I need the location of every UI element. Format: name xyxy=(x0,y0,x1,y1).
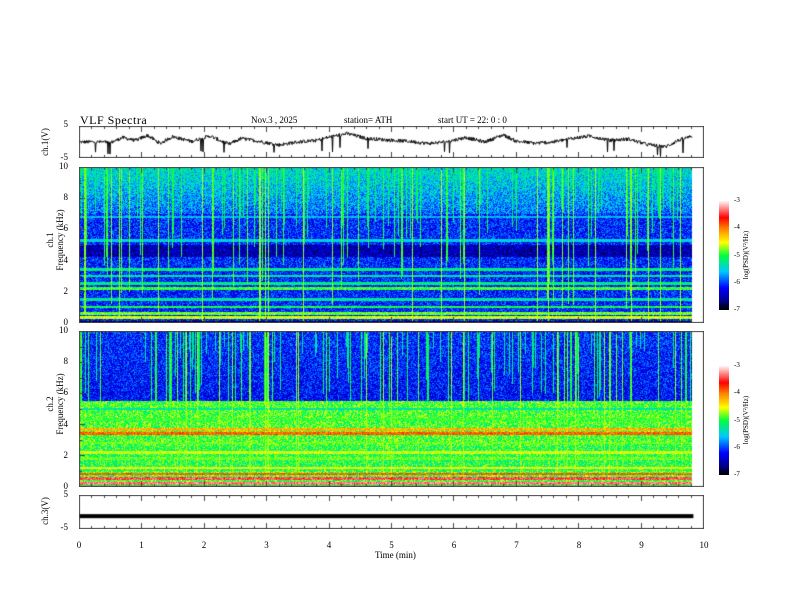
x-tick-label: 5 xyxy=(389,540,394,550)
ch1-ylabel: ch.1(V) xyxy=(40,128,50,156)
colorbar-tick-label: -3 xyxy=(734,196,740,204)
colorbar-tick-label: -4 xyxy=(734,388,740,397)
x-tick-label: 9 xyxy=(639,540,644,550)
colorbar-tick-label: -3 xyxy=(734,361,740,369)
x-tick-label: 2 xyxy=(201,540,207,550)
x-tick-label: 7 xyxy=(514,540,519,550)
freq-tick-label: 4 xyxy=(63,254,69,265)
freq-tick-label: 6 xyxy=(63,223,69,234)
ch1-spec-ylabel: ch.1 Frequency (kHz) xyxy=(45,200,65,280)
ch2-colorbar xyxy=(719,366,729,475)
freq-tick-label: 6 xyxy=(63,387,69,398)
ch2-spectrogram-plot xyxy=(79,331,704,487)
freq-tick-label: 8 xyxy=(63,192,69,203)
date-label: Nov.3 , 2025 xyxy=(251,115,298,125)
freq-tick-label: 0 xyxy=(63,317,69,327)
ch3-ytick-bottom: -5 xyxy=(60,522,69,532)
freq-tick-label: 10 xyxy=(59,325,68,335)
colorbar-tick-label: -5 xyxy=(734,250,740,259)
freq-tick-label: 10 xyxy=(59,161,68,171)
colorbar-tick-label: -6 xyxy=(734,277,740,286)
ch1-spec-ylabel-channel: ch.1 xyxy=(45,232,55,248)
colorbar-tick-label: -4 xyxy=(734,223,740,232)
colorbar-tick-label: -5 xyxy=(734,415,740,424)
ch1-colorbar xyxy=(719,201,729,310)
ch1-spec-ylabel-freq: Frequency (kHz) xyxy=(55,209,65,271)
ch2-spec-ylabel-freq: Frequency (kHz) xyxy=(55,373,65,435)
freq-tick-label: 4 xyxy=(63,418,69,429)
freq-tick-label: 8 xyxy=(63,356,69,367)
ch1-ytick-bottom: -5 xyxy=(60,152,69,162)
x-tick-label: 8 xyxy=(576,540,582,550)
x-tick-label: 4 xyxy=(326,540,332,550)
x-tick-label: 3 xyxy=(264,540,269,550)
x-tick-label: 0 xyxy=(76,540,82,550)
ch3-ylabel: ch.3(V) xyxy=(40,497,50,525)
freq-tick-label: 0 xyxy=(63,481,69,491)
start-time-label: start UT = 22: 0 : 0 xyxy=(438,115,507,125)
station-label: station= ATH xyxy=(344,115,393,125)
colorbar-tick-label: -6 xyxy=(734,442,740,451)
ch1-waveform-plot xyxy=(79,126,704,158)
chart-title: VLF Spectra xyxy=(80,113,148,127)
x-tick-label: 1 xyxy=(139,540,144,550)
colorbar-tick-label: -7 xyxy=(734,470,740,478)
x-axis-label: Time (min) xyxy=(375,550,416,560)
ch2-spec-ylabel-channel: ch.2 xyxy=(45,396,55,412)
ch2-colorbar-label: log(PSD)(V²/Hz) xyxy=(742,395,750,445)
freq-tick-label: 2 xyxy=(63,449,69,460)
ch3-waveform-plot xyxy=(79,495,704,529)
ch1-spectrogram-plot xyxy=(79,167,704,323)
x-tick-label: 10 xyxy=(699,540,709,550)
ch2-spec-ylabel: ch.2 Frequency (kHz) xyxy=(45,364,65,444)
freq-tick-label: 2 xyxy=(63,285,69,296)
ch1-ytick-top: 5 xyxy=(63,119,69,129)
colorbar-tick-label: -7 xyxy=(734,305,740,313)
ch3-ytick-top: 5 xyxy=(63,489,69,499)
x-tick-label: 6 xyxy=(451,540,457,550)
ch1-colorbar-label: log(PSD)(V²/Hz) xyxy=(742,230,750,280)
